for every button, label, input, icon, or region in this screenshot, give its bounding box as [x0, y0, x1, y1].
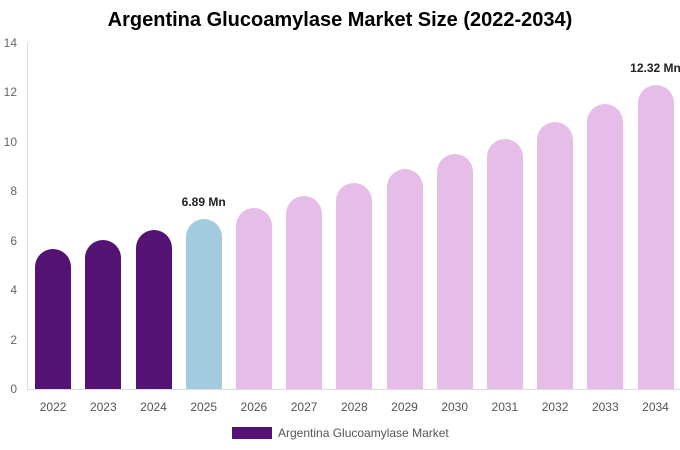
y-tick-label: 14 [3, 36, 17, 50]
bar-2028[interactable] [336, 182, 373, 389]
bar-2027[interactable] [286, 195, 323, 389]
x-axis-line [27, 389, 680, 390]
bar-2031[interactable] [486, 138, 523, 389]
bar-2023[interactable] [85, 239, 122, 389]
y-tick-label: 12 [3, 85, 17, 100]
x-tick-label: 2027 [290, 400, 318, 414]
bar-2030[interactable] [436, 153, 473, 389]
y-tick-label: 6 [10, 233, 17, 248]
data-label-2034: 12.32 Mn [630, 60, 680, 75]
x-tick-label: 2028 [340, 400, 368, 414]
bar-2025[interactable] [185, 218, 222, 389]
x-tick-label: 2024 [140, 400, 167, 414]
x-tick-label: 2026 [240, 400, 268, 414]
x-tick-label: 2025 [190, 400, 218, 414]
bar-2034[interactable] [637, 84, 674, 389]
bar-2024[interactable] [135, 230, 172, 389]
legend-label: Argentina Glucoamylase Market [278, 426, 449, 440]
bar-2022[interactable] [35, 248, 72, 389]
x-tick-label: 2030 [441, 400, 469, 414]
y-axis-line [27, 43, 28, 389]
chart-title: Argentina Glucoamylase Market Size (2022… [107, 9, 573, 31]
x-tick-label: 2029 [391, 400, 418, 414]
y-tick-label: 2 [10, 332, 17, 347]
y-tick-label: 4 [10, 283, 17, 298]
x-tick-label: 2031 [491, 400, 519, 414]
data-label-2025: 6.89 Mn [181, 194, 226, 209]
bar-2032[interactable] [537, 121, 574, 389]
bar-2029[interactable] [386, 169, 423, 389]
x-tick-label: 2034 [642, 400, 669, 414]
bar-2026[interactable] [235, 208, 272, 389]
legend-swatch [232, 427, 272, 439]
y-tick-label: 8 [10, 184, 17, 199]
x-tick-label: 2022 [39, 400, 67, 414]
x-tick-label: 2023 [89, 400, 117, 414]
x-tick-label: 2033 [591, 400, 619, 414]
y-tick-label: 0 [10, 382, 17, 396]
y-tick-label: 10 [3, 134, 17, 149]
bar-2033[interactable] [587, 103, 624, 389]
x-tick-label: 2032 [541, 400, 569, 414]
legend: Argentina Glucoamylase Market [232, 426, 449, 440]
